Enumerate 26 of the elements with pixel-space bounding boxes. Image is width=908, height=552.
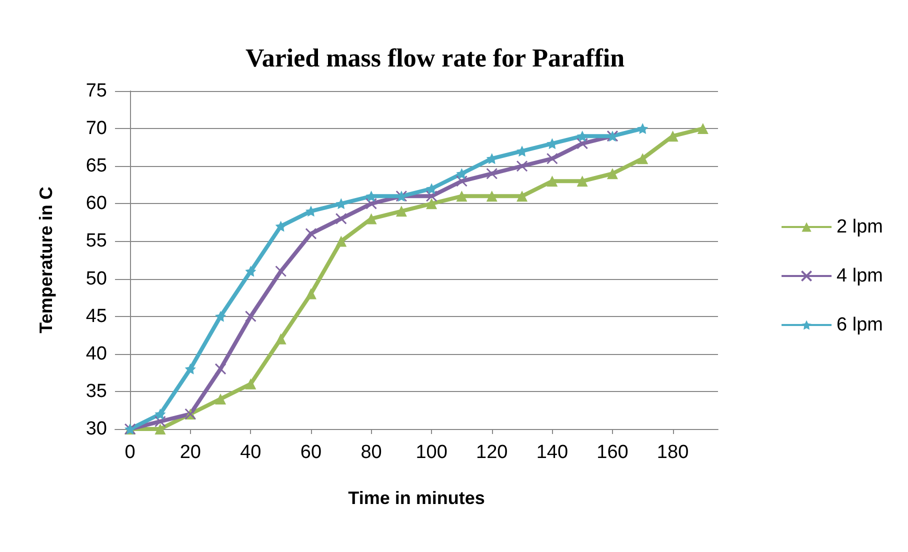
x-tick-label: 40 bbox=[240, 442, 262, 463]
x-tick-label: 60 bbox=[300, 442, 322, 463]
x-tick-label: 100 bbox=[416, 442, 448, 463]
x-tick-label: 160 bbox=[596, 442, 628, 463]
y-tick-label: 75 bbox=[86, 80, 107, 102]
x-tick-label: 140 bbox=[536, 442, 568, 463]
y-axis-title: Temperature in C bbox=[36, 186, 56, 334]
legend-label: 6 lpm bbox=[836, 314, 884, 336]
x-tick-label: 20 bbox=[180, 442, 201, 463]
x-axis-title: Time in minutes bbox=[348, 488, 485, 508]
x-tick-label: 80 bbox=[360, 442, 382, 463]
y-tick-label: 65 bbox=[86, 156, 107, 177]
y-tick-label: 55 bbox=[86, 230, 107, 252]
y-tick-label: 40 bbox=[86, 343, 107, 364]
legend-label: 4 lpm bbox=[836, 266, 884, 286]
x-tick-label: 120 bbox=[476, 442, 508, 463]
y-tick-label: 35 bbox=[86, 380, 107, 402]
y-tick-label: 60 bbox=[86, 193, 107, 214]
y-tick-label: 45 bbox=[86, 306, 107, 327]
y-tick-label: 70 bbox=[86, 118, 107, 140]
chart-title: Varied mass flow rate for Paraffin bbox=[245, 44, 626, 72]
legend-label: 2 lpm bbox=[836, 216, 884, 238]
y-tick-label: 30 bbox=[86, 418, 107, 440]
y-tick-label: 50 bbox=[86, 268, 107, 290]
x-tick-label: 180 bbox=[656, 442, 689, 463]
x-tick-label: 0 bbox=[124, 442, 136, 463]
